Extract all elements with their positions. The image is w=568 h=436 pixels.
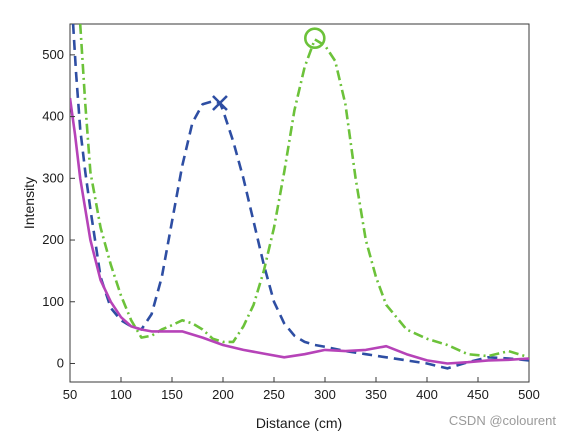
y-tick-label: 100 (42, 294, 64, 309)
y-axis-label: Intensity (21, 177, 37, 229)
peak-marker-cross (212, 95, 228, 111)
series-line-3 (70, 97, 529, 365)
watermark: CSDN @colourent (448, 413, 556, 428)
x-tick-label: 350 (365, 387, 387, 402)
x-tick-label: 250 (263, 387, 285, 402)
x-tick-label: 450 (467, 387, 489, 402)
y-axis-ticks: 0 100 200 300 400 500 (42, 47, 75, 370)
series-line-1 (71, 24, 529, 370)
x-tick-label: 50 (63, 387, 77, 402)
y-tick-label: 0 (57, 355, 64, 370)
x-tick-label: 100 (110, 387, 132, 402)
series-line-2 (78, 24, 529, 359)
x-tick-label: 400 (416, 387, 438, 402)
peak-marker-circle (303, 27, 326, 49)
series-layer (70, 24, 529, 370)
x-tick-label: 200 (212, 387, 234, 402)
plot-area (69, 23, 530, 383)
x-tick-label: 150 (161, 387, 183, 402)
y-tick-label: 200 (42, 232, 64, 247)
marker-layer (212, 27, 326, 111)
x-tick-label: 500 (518, 387, 540, 402)
x-axis-ticks: 50 100 150 200 250 300 350 400 450 500 (63, 377, 540, 402)
y-tick-label: 500 (42, 47, 64, 62)
x-axis-label: Distance (cm) (256, 415, 342, 431)
y-tick-label: 400 (42, 109, 64, 124)
y-tick-label: 300 (42, 170, 64, 185)
x-tick-label: 300 (314, 387, 336, 402)
